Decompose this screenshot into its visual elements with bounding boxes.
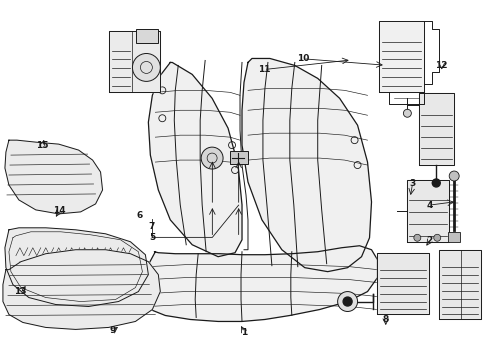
Text: 1: 1 xyxy=(241,328,247,337)
Text: 4: 4 xyxy=(426,201,432,210)
Polygon shape xyxy=(438,250,480,319)
Circle shape xyxy=(343,297,351,306)
Polygon shape xyxy=(148,62,242,257)
Polygon shape xyxy=(143,246,377,321)
Polygon shape xyxy=(419,93,453,165)
Text: 14: 14 xyxy=(53,206,65,215)
Circle shape xyxy=(337,292,357,311)
Circle shape xyxy=(413,234,420,241)
Circle shape xyxy=(132,54,160,81)
Bar xyxy=(136,28,158,42)
Text: 15: 15 xyxy=(36,141,48,150)
Bar xyxy=(229,151,247,164)
Polygon shape xyxy=(407,180,448,242)
Text: 9: 9 xyxy=(110,326,116,335)
Circle shape xyxy=(201,147,223,169)
Polygon shape xyxy=(379,21,424,92)
Polygon shape xyxy=(377,253,428,315)
Text: 7: 7 xyxy=(148,222,155,231)
Circle shape xyxy=(403,109,410,117)
Text: 13: 13 xyxy=(14,287,27,296)
Text: 2: 2 xyxy=(426,237,432,246)
Circle shape xyxy=(448,171,458,181)
Text: 8: 8 xyxy=(382,315,388,324)
Text: 12: 12 xyxy=(435,61,447,70)
Polygon shape xyxy=(5,140,102,214)
Text: 5: 5 xyxy=(148,233,155,242)
Text: 11: 11 xyxy=(257,65,270,74)
Circle shape xyxy=(431,179,439,187)
Text: 10: 10 xyxy=(296,54,308,63)
Polygon shape xyxy=(108,31,160,92)
Bar xyxy=(447,232,459,242)
Polygon shape xyxy=(3,250,160,329)
Text: 6: 6 xyxy=(136,211,142,220)
Polygon shape xyxy=(242,58,371,272)
Circle shape xyxy=(433,234,440,241)
Polygon shape xyxy=(5,228,148,306)
Text: 3: 3 xyxy=(408,179,415,188)
